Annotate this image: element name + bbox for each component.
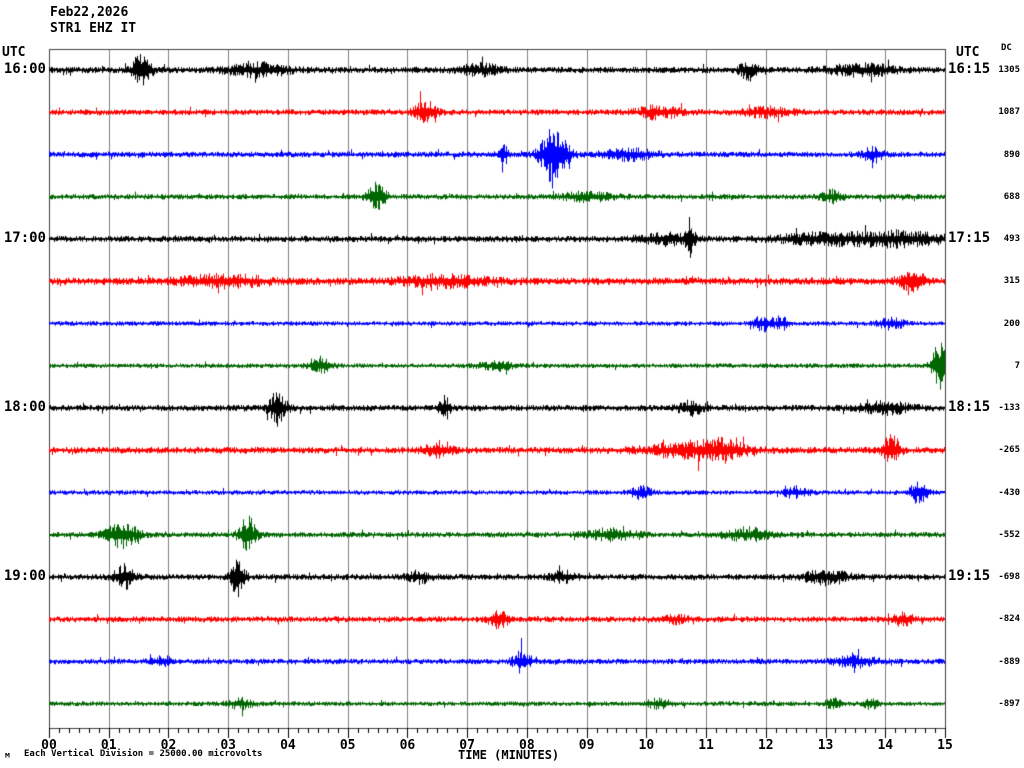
x-tick-label: 12: [757, 738, 774, 753]
right-hour-label: 16:15: [948, 61, 991, 77]
dc-value: 200: [1003, 318, 1020, 329]
x-tick-label: 07: [459, 738, 475, 753]
left-hour-label: 17:00: [3, 230, 46, 246]
x-tick-label: 14: [877, 738, 894, 753]
right-hour-label: 19:15: [948, 568, 991, 584]
dc-value: 890: [1003, 149, 1020, 160]
x-tick-label: 15: [937, 738, 953, 753]
right-hour-label: 18:15: [948, 399, 991, 415]
x-tick-label: 11: [698, 738, 714, 753]
scale-note: Each Vertical Division = 25000.00 microv…: [24, 749, 263, 759]
x-tick-label: 06: [399, 738, 416, 753]
x-tick-label: 13: [817, 738, 834, 753]
x-tick-label: 02: [160, 738, 177, 753]
x-tick-label: 05: [339, 738, 356, 753]
dc-value: -430: [998, 487, 1020, 498]
dc-value: -265: [998, 445, 1020, 456]
dc-value: 315: [1003, 276, 1020, 287]
x-tick-label: 09: [578, 738, 595, 753]
dc-value: -824: [998, 614, 1020, 625]
x-tick-label: 04: [280, 738, 296, 753]
x-axis-title: TIME (MINUTES): [458, 748, 560, 762]
dc-value: -698: [998, 572, 1020, 582]
x-tick-label: 10: [638, 738, 655, 753]
right-hour-label: 17:15: [948, 230, 991, 246]
title-date: Feb22,2026: [50, 5, 129, 20]
dc-column-header: DC: [1001, 43, 1012, 53]
x-tick-label: 03: [220, 738, 237, 753]
x-tick-label: 08: [519, 738, 535, 753]
x-tick-label: 01: [100, 738, 117, 753]
left-hour-label: 18:00: [3, 399, 46, 415]
dc-value: 493: [1003, 234, 1020, 244]
dc-value: -897: [998, 698, 1020, 709]
left-hour-label: 19:00: [3, 568, 46, 584]
dc-value: 7: [1014, 360, 1020, 371]
dc-value: 688: [1003, 191, 1020, 202]
left-hour-label: 16:00: [3, 61, 46, 77]
dc-value: -552: [998, 529, 1020, 540]
title-station: STR1 EHZ IT: [50, 21, 137, 36]
right-axis-unit-label: UTC: [956, 45, 980, 60]
x-tick-label: 00: [41, 738, 57, 753]
dc-value: -889: [998, 656, 1020, 667]
dc-value: 1087: [998, 107, 1020, 118]
logo-mark: M: [5, 751, 10, 760]
dc-value: 1305: [998, 65, 1020, 75]
dc-value: -133: [998, 403, 1020, 413]
left-axis-unit-label: UTC: [2, 45, 26, 60]
